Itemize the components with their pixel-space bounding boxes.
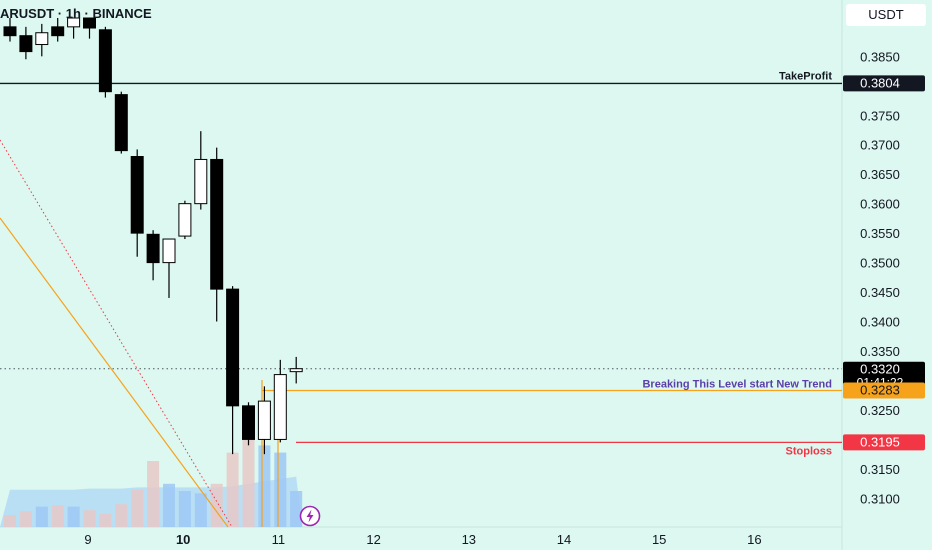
price-tick-label: 0.3100 xyxy=(860,491,900,506)
volume-bar xyxy=(35,506,48,527)
price-tick-label: 0.3450 xyxy=(860,285,900,300)
candle-body xyxy=(289,368,303,373)
volume-bar xyxy=(163,483,175,527)
price-tick-label: 0.3700 xyxy=(860,138,900,153)
volume-bar xyxy=(67,506,80,527)
breakout-badge xyxy=(843,382,925,399)
current-price-badge-label: 0.3320 xyxy=(860,362,900,377)
volume-bar xyxy=(4,515,16,527)
volume-bar xyxy=(274,452,287,527)
volume-bar xyxy=(194,493,207,527)
candle-body xyxy=(178,203,192,237)
volume-bar xyxy=(178,491,191,527)
time-tick-label: 12 xyxy=(366,532,380,547)
time-tick-label: 13 xyxy=(462,532,476,547)
candle-body xyxy=(194,158,208,205)
trendline-dotted xyxy=(0,139,233,528)
time-tick-label: 11 xyxy=(272,532,286,547)
price-axis-panel xyxy=(842,0,932,550)
candle-body xyxy=(210,158,224,290)
volume-bar xyxy=(242,439,255,527)
time-axis-panel xyxy=(0,527,842,550)
candle-body xyxy=(35,32,49,46)
price-tick-label: 0.3150 xyxy=(860,462,900,477)
takeprofit-label: TakeProfit xyxy=(779,70,832,82)
candle-body xyxy=(130,156,144,234)
volume-bar xyxy=(83,510,96,527)
candle-body xyxy=(98,29,112,93)
breakout-label: Breaking This Level start New Trend xyxy=(642,379,832,391)
price-tick-label: 0.3400 xyxy=(860,315,900,330)
volume-bar xyxy=(99,513,112,527)
stoploss-badge-label: 0.3195 xyxy=(860,434,900,449)
price-tick-label: 0.3550 xyxy=(860,226,900,241)
volume-bar xyxy=(258,445,271,527)
volume-bar xyxy=(290,491,303,527)
candle-body xyxy=(242,405,255,440)
candle-body xyxy=(146,233,160,264)
candle-body xyxy=(257,400,271,440)
price-tick-label: 0.3500 xyxy=(860,256,900,271)
candle-body xyxy=(273,374,287,440)
breakout-badge-label: 0.3283 xyxy=(860,383,900,398)
candle-body xyxy=(51,26,65,37)
volume-bar xyxy=(131,489,144,527)
price-tick-label: 0.3750 xyxy=(860,108,900,123)
lightning-bolt-icon[interactable] xyxy=(299,505,321,527)
candle-body xyxy=(3,26,17,37)
candle-body xyxy=(226,288,240,407)
volume-bar xyxy=(19,511,32,527)
takeprofit-badge-label: 0.3804 xyxy=(860,75,900,90)
price-tick-label: 0.3850 xyxy=(860,49,900,64)
volume-bar xyxy=(147,461,160,527)
plot-area xyxy=(0,0,842,527)
trendline-orange xyxy=(0,217,229,528)
time-tick-label: 14 xyxy=(557,532,571,547)
chart-title: ARUSDT · 1h · BINANCE xyxy=(0,6,152,21)
volume-bar xyxy=(51,505,64,527)
price-tick-label: 0.3250 xyxy=(860,403,900,418)
volume-bar xyxy=(115,504,128,527)
candle-body xyxy=(114,94,128,152)
price-tick-label: 0.3650 xyxy=(860,167,900,182)
candle-body xyxy=(83,17,96,29)
candle-body xyxy=(67,17,81,28)
price-tick-label: 0.3600 xyxy=(860,197,900,212)
candle-body xyxy=(162,238,176,264)
stoploss-label: Stoploss xyxy=(786,445,832,457)
currency-label[interactable]: USDT xyxy=(846,4,926,26)
price-tick-label: 0.3350 xyxy=(860,344,900,359)
candle-body xyxy=(19,35,33,53)
time-tick-label: 9 xyxy=(84,532,91,547)
takeprofit-badge xyxy=(843,75,925,92)
volume-bar xyxy=(226,452,239,527)
time-tick-label: 16 xyxy=(747,532,761,547)
stoploss-badge xyxy=(843,434,925,451)
time-tick-label: 10 xyxy=(176,532,190,547)
time-tick-label: 15 xyxy=(652,532,666,547)
